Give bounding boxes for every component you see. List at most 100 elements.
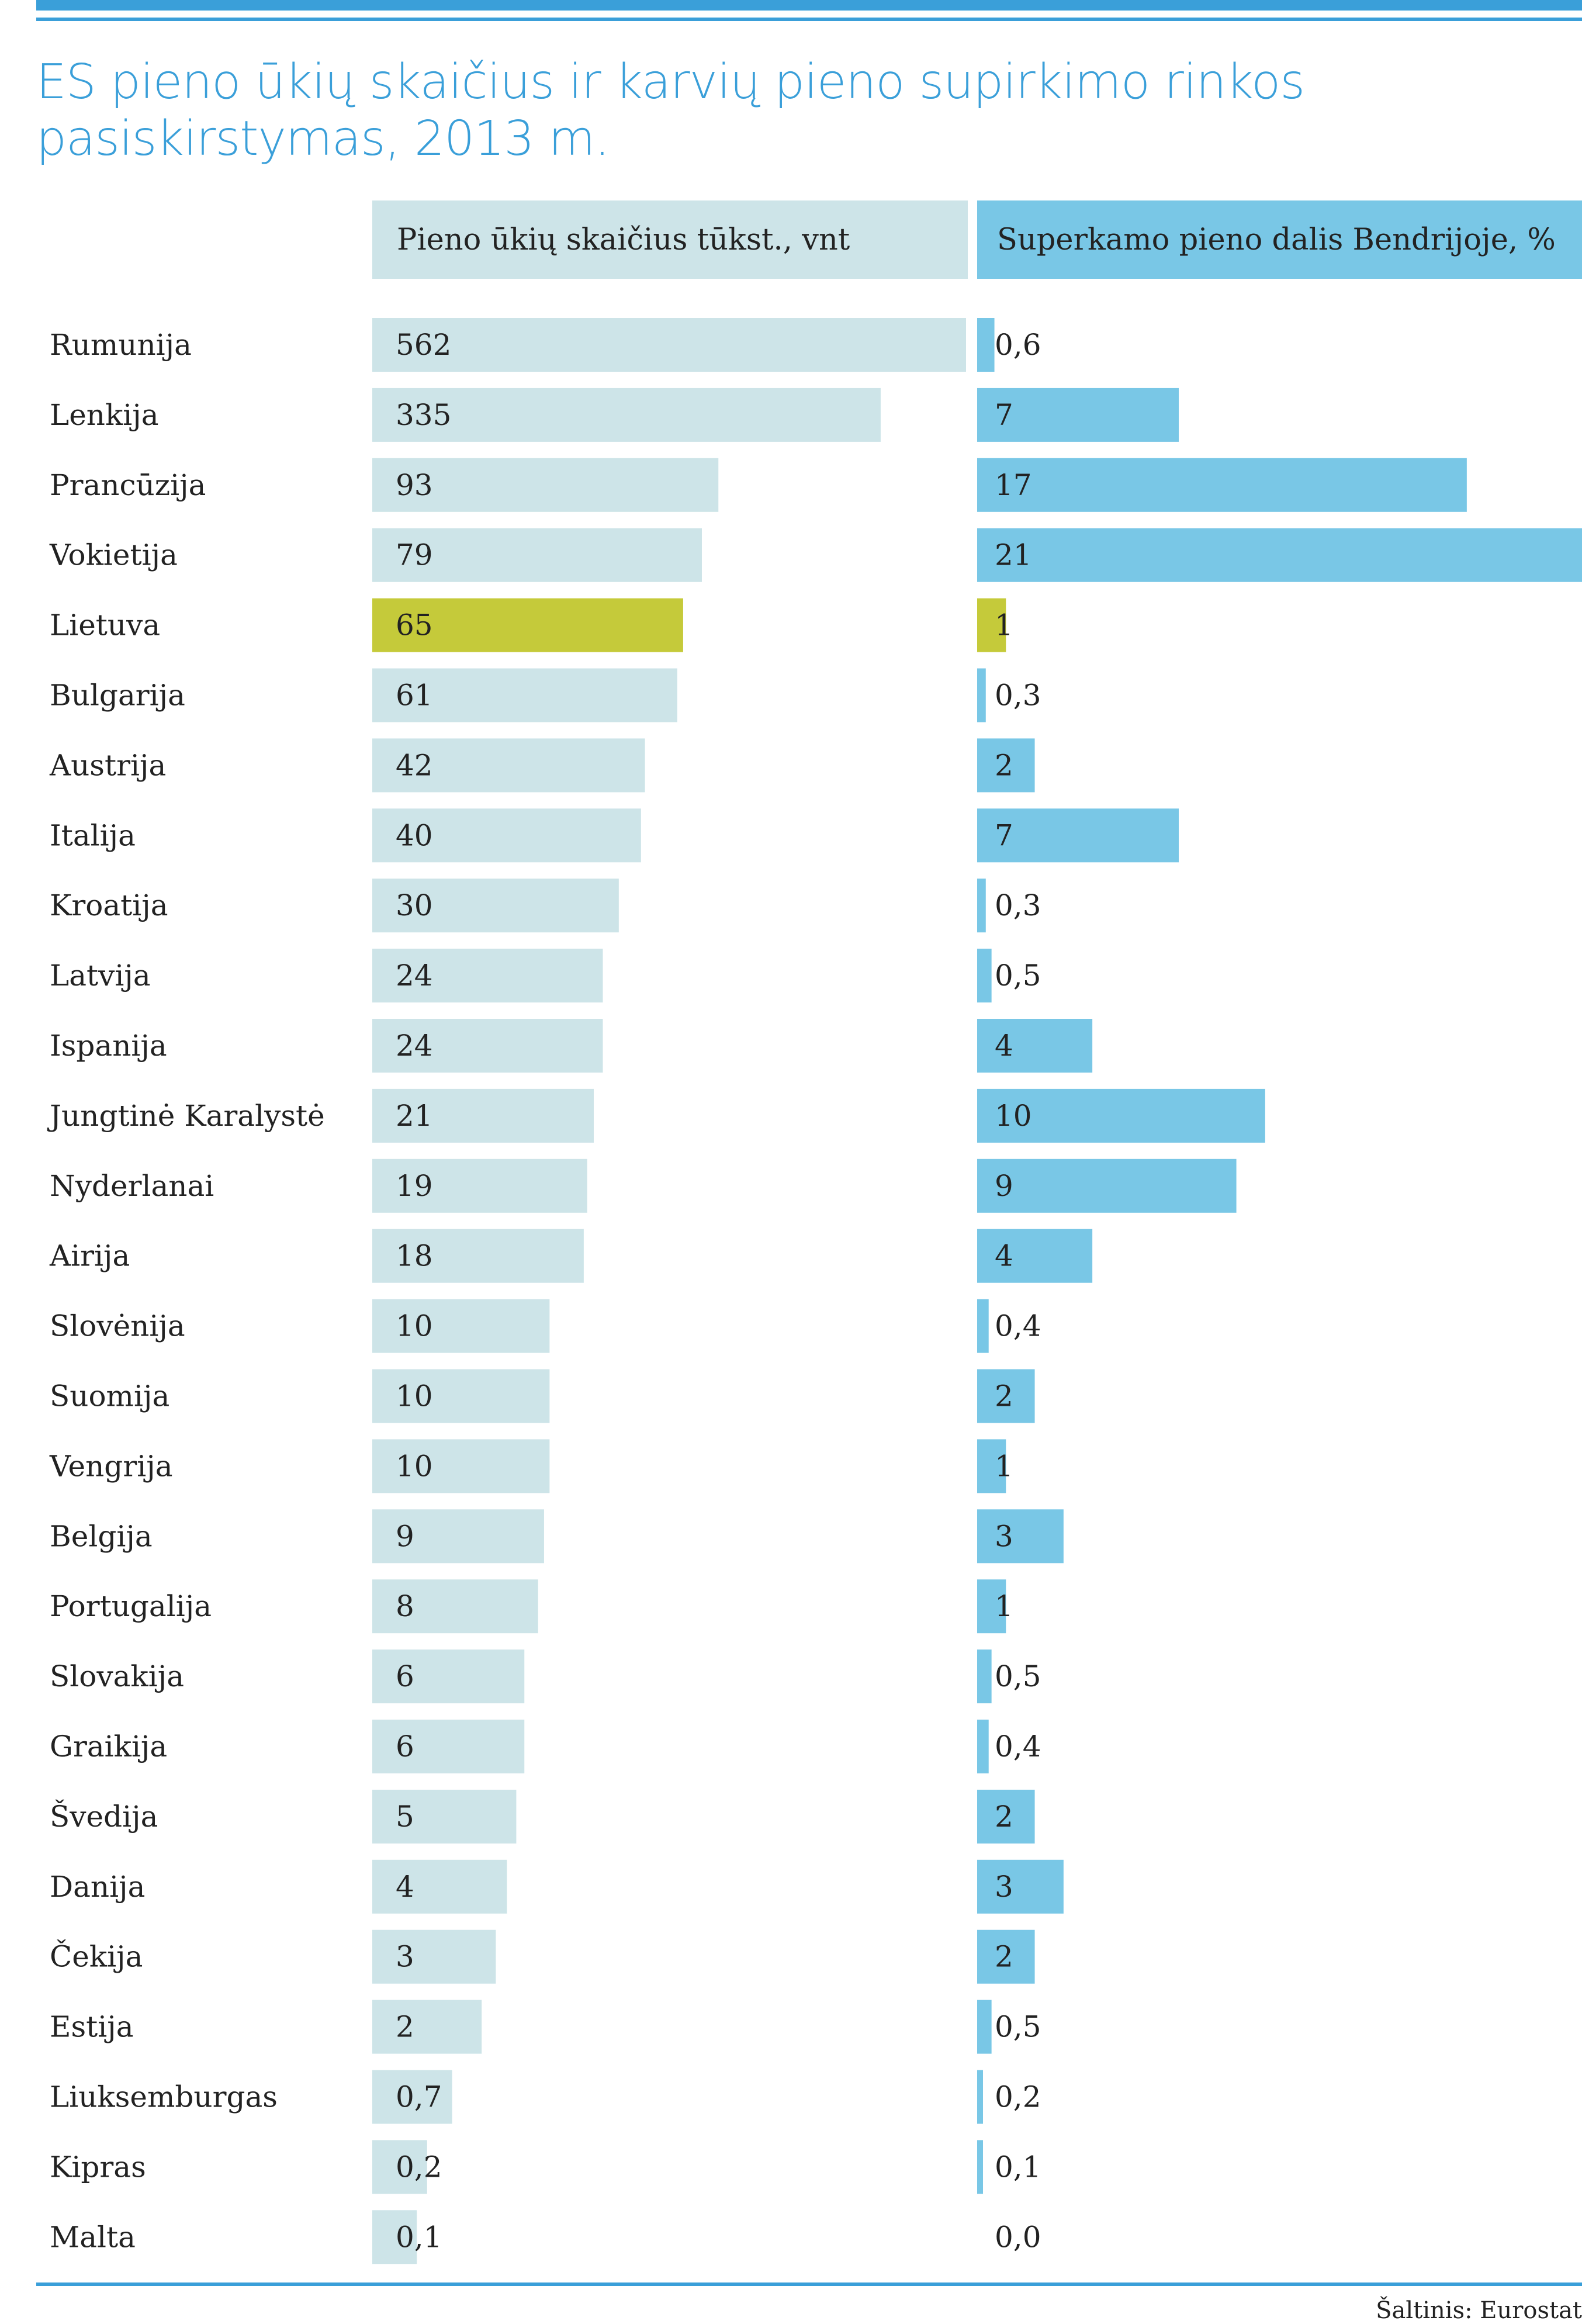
right-value-label: 4 <box>995 1239 1013 1273</box>
category-label: Italija <box>50 818 136 852</box>
right-bar <box>977 1369 1035 1423</box>
category-label: Kroatija <box>50 888 168 922</box>
right-bar <box>977 1088 1265 1143</box>
left-bar <box>372 1649 525 1704</box>
left-value-label: 335 <box>396 398 451 432</box>
right-value-label: 0,4 <box>995 1730 1041 1763</box>
left-bar <box>372 2140 427 2194</box>
left-bar <box>372 1509 544 1564</box>
category-label: Malta <box>50 2220 136 2254</box>
right-value-label: 2 <box>995 1940 1013 1974</box>
category-label: Rumunija <box>50 328 192 362</box>
right-value-label: 7 <box>995 398 1013 432</box>
right-value-label: 1 <box>995 1589 1013 1623</box>
right-bar <box>977 2000 992 2054</box>
left-bar <box>372 1929 496 1984</box>
right-bar <box>977 1579 1006 1634</box>
left-bar <box>372 1720 525 1773</box>
left-value-label: 8 <box>396 1589 414 1623</box>
right-value-label: 0,5 <box>995 2010 1041 2044</box>
left-value-label: 9 <box>396 1519 414 1553</box>
right-value-label: 0,0 <box>995 2220 1041 2254</box>
right-bar <box>977 598 1006 652</box>
category-label: Danija <box>50 1870 145 1904</box>
right-value-label: 9 <box>995 1169 1013 1203</box>
right-value-label: 1 <box>995 608 1013 642</box>
category-label: Vengrija <box>49 1449 173 1483</box>
left-value-label: 0,1 <box>396 2220 442 2254</box>
right-value-label: 0,3 <box>995 888 1041 922</box>
right-value-label: 0,4 <box>995 1309 1041 1343</box>
right-bar <box>977 1299 989 1353</box>
right-bar <box>977 1649 992 1704</box>
right-value-label: 2 <box>995 1800 1013 1834</box>
category-label: Švedija <box>50 1799 158 1834</box>
left-bar <box>372 388 881 442</box>
category-label: Slovakija <box>50 1659 184 1693</box>
right-bar <box>977 1019 1093 1073</box>
left-bar <box>372 879 619 933</box>
left-value-label: 18 <box>396 1239 433 1273</box>
category-label: Suomija <box>50 1379 169 1413</box>
right-value-label: 3 <box>995 1519 1013 1553</box>
left-value-label: 24 <box>396 959 433 992</box>
left-bar <box>372 598 683 652</box>
left-bar <box>372 528 702 582</box>
top-rule-thick <box>36 0 1582 11</box>
right-bar <box>977 1789 1035 1844</box>
right-bar <box>977 528 1582 582</box>
left-value-label: 3 <box>396 1940 414 1974</box>
left-bar <box>372 1158 587 1213</box>
right-value-label: 21 <box>995 538 1032 572</box>
category-label: Jungtinė Karalystė <box>47 1099 325 1133</box>
right-bar <box>977 1509 1064 1564</box>
left-bar <box>372 949 603 1003</box>
left-bar <box>372 668 677 722</box>
category-label: Vokietija <box>49 538 178 572</box>
right-bar <box>977 668 986 722</box>
left-value-label: 6 <box>396 1659 414 1693</box>
category-label: Lenkija <box>50 398 159 432</box>
category-label: Liuksemburgas <box>50 2080 278 2114</box>
right-bar <box>977 2140 983 2194</box>
left-bar <box>372 1088 594 1143</box>
right-value-label: 0,2 <box>995 2080 1041 2114</box>
category-label: Graikija <box>50 1730 167 1763</box>
right-value-label: 0,5 <box>995 959 1041 992</box>
left-bar <box>372 2070 452 2124</box>
right-bar <box>977 738 1035 793</box>
top-rule-thin <box>36 18 1582 21</box>
right-value-label: 0,3 <box>995 679 1041 713</box>
right-bar <box>977 1859 1064 1914</box>
left-value-label: 0,2 <box>396 2150 442 2184</box>
left-bar <box>372 2210 417 2264</box>
left-value-label: 19 <box>396 1169 433 1203</box>
left-value-label: 61 <box>396 679 433 713</box>
left-bar <box>372 1229 584 1283</box>
left-value-label: 562 <box>396 328 451 362</box>
right-value-label: 3 <box>995 1870 1013 1904</box>
left-value-label: 5 <box>396 1800 414 1834</box>
right-bar <box>977 1158 1237 1213</box>
category-label: Bulgarija <box>50 679 185 713</box>
left-value-label: 42 <box>396 748 433 782</box>
right-value-label: 1 <box>995 1449 1013 1483</box>
left-series-header: Pieno ūkių skaičius tūkst., vnt <box>372 200 968 279</box>
category-label: Airija <box>49 1239 130 1273</box>
right-value-label: 17 <box>995 468 1032 502</box>
left-bar <box>372 458 719 512</box>
right-bar <box>977 1229 1093 1283</box>
left-value-label: 6 <box>396 1730 414 1763</box>
category-label: Ispanija <box>50 1029 167 1063</box>
right-value-label: 0,5 <box>995 1659 1041 1693</box>
right-bar <box>977 1439 1006 1493</box>
left-value-label: 24 <box>396 1029 433 1063</box>
right-bar <box>977 808 1179 863</box>
left-value-label: 21 <box>396 1099 433 1133</box>
right-value-label: 7 <box>995 818 1013 852</box>
right-value-label: 0,6 <box>995 328 1041 362</box>
right-value-label: 0,1 <box>995 2150 1041 2184</box>
category-label: Nyderlanai <box>50 1169 214 1203</box>
left-value-label: 40 <box>396 818 433 852</box>
left-value-label: 0,7 <box>396 2080 442 2114</box>
